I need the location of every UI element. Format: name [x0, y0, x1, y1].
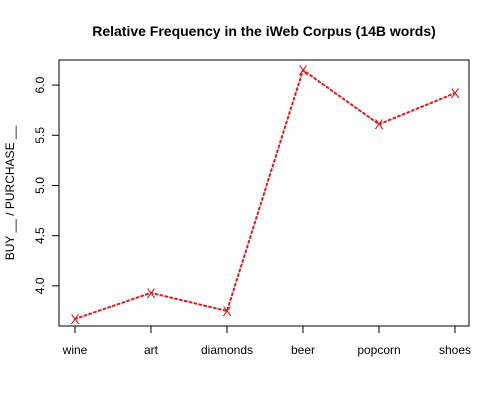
- x-tick-label: popcorn: [357, 343, 400, 357]
- x-tick-label: diamonds: [201, 343, 253, 357]
- y-axis: 4.0 4.5 5.0 5.5 6.0: [33, 76, 59, 294]
- y-tick-label: 4.5: [33, 227, 47, 244]
- y-tick-label: 6.0: [33, 76, 47, 93]
- x-axis: wine art diamonds beer popcorn shoes: [62, 326, 471, 357]
- y-tick-label: 4.0: [33, 277, 47, 294]
- series-layer: X X X X X X: [70, 62, 460, 327]
- chart-title: Relative Frequency in the iWeb Corpus (1…: [92, 23, 436, 39]
- data-point-shoes: X: [450, 85, 460, 101]
- data-point-art: X: [146, 285, 156, 301]
- series-line: [74, 68, 456, 320]
- plot-frame: [58, 59, 470, 327]
- y-tick-label: 5.0: [33, 177, 47, 194]
- data-point-diamonds: X: [222, 303, 232, 319]
- y-tick-label: 5.5: [33, 127, 47, 144]
- data-point-popcorn: X: [374, 116, 384, 132]
- x-tick-label: beer: [291, 343, 315, 357]
- x-tick-label: wine: [62, 343, 88, 357]
- data-point-beer: X: [298, 62, 308, 78]
- x-tick-label: shoes: [439, 343, 471, 357]
- y-axis-label: BUY __ / PURCHASE __: [3, 125, 17, 260]
- data-point-wine: X: [70, 311, 80, 327]
- x-tick-label: art: [144, 343, 159, 357]
